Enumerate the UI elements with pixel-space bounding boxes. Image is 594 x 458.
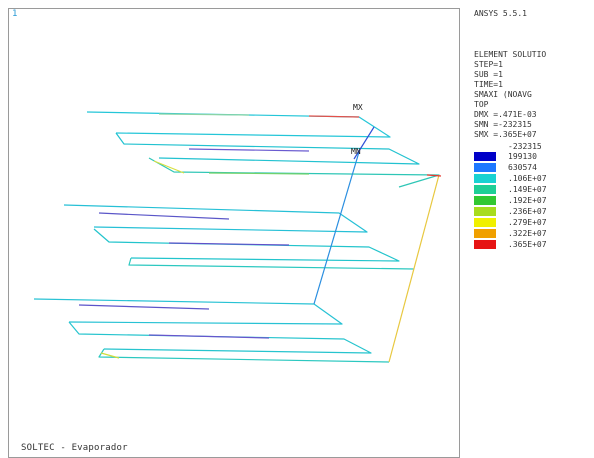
- legend-label: .106E+07: [508, 174, 547, 183]
- legend-swatch: [474, 196, 496, 205]
- legend-label: 199130: [508, 152, 537, 161]
- legend-entry: .192E+07: [474, 196, 594, 206]
- legend-label: .322E+07: [508, 229, 547, 238]
- window-number: 1: [12, 9, 18, 19]
- legend-swatch: [474, 218, 496, 227]
- mesh-tube: [128, 257, 415, 270]
- mesh-tube: [98, 212, 230, 220]
- legend-min-label: -232315: [508, 142, 542, 151]
- mesh-tube: [153, 160, 185, 174]
- mesh-tube: [168, 242, 290, 246]
- info-line: SMX =.365E+07: [474, 130, 537, 139]
- mesh-tube: [208, 172, 310, 175]
- legend-swatch: [474, 207, 496, 216]
- legend-label: .279E+07: [508, 218, 547, 227]
- legend-swatch: [474, 163, 496, 172]
- legend-label: 630574: [508, 163, 537, 172]
- min-node-label: MN: [351, 147, 361, 156]
- mesh-tube: [188, 148, 310, 152]
- legend-swatch: [474, 174, 496, 183]
- mesh-tube: [33, 298, 343, 325]
- info-panel: ANSYS 5.5.1 ELEMENT SOLUTIO STEP=1 SUB =…: [472, 0, 594, 457]
- info-line: TOP: [474, 100, 489, 109]
- evaporator-mesh-plot: MX MN: [33, 103, 442, 363]
- legend-entry: .236E+07: [474, 207, 594, 217]
- legend-entry: .279E+07: [474, 218, 594, 228]
- legend-swatch: [474, 229, 496, 238]
- legend-label: .149E+07: [508, 185, 547, 194]
- mesh-tube: [63, 204, 368, 233]
- legend-entry: .149E+07: [474, 185, 594, 195]
- graphics-viewport[interactable]: 1: [8, 8, 460, 458]
- mesh-tube: [148, 157, 440, 188]
- mesh-tube: [100, 352, 120, 359]
- mesh-tube: [308, 115, 360, 118]
- legend-entry: .322E+07: [474, 229, 594, 239]
- info-line: SMAXI (NOAVG: [474, 90, 532, 99]
- info-line: DMX =.471E-03: [474, 110, 537, 119]
- plot-caption: SOLTEC - Evaporador: [21, 443, 128, 453]
- mesh-tube: [86, 111, 391, 138]
- legend-swatch: [474, 185, 496, 194]
- mesh-connector: [313, 151, 360, 305]
- info-line: ELEMENT SOLUTIO: [474, 50, 547, 59]
- info-line: SMN =-232315: [474, 120, 532, 129]
- program-version: ANSYS 5.5.1: [474, 9, 527, 18]
- mesh-tube: [158, 113, 250, 116]
- info-line: SUB =1: [474, 70, 503, 79]
- mesh-connector: [353, 126, 375, 160]
- mesh-tube: [93, 228, 400, 262]
- mesh-tube: [68, 321, 372, 354]
- mesh-tube: [115, 132, 420, 165]
- mesh-connector: [388, 174, 440, 363]
- mesh-connector: [426, 174, 442, 177]
- legend-swatch: [474, 152, 496, 161]
- legend-label: .365E+07: [508, 240, 547, 249]
- legend-label: .236E+07: [508, 207, 547, 216]
- max-node-label: MX: [353, 103, 363, 112]
- mesh-tube: [148, 334, 270, 339]
- legend-entry: 630574: [474, 163, 594, 173]
- legend-label: .192E+07: [508, 196, 547, 205]
- legend-entry: .365E+07: [474, 240, 594, 250]
- mesh-tube: [78, 304, 210, 310]
- legend-swatch: [474, 240, 496, 249]
- legend-entry: .106E+07: [474, 174, 594, 184]
- info-line: TIME=1: [474, 80, 503, 89]
- mesh-tube: [98, 348, 390, 363]
- legend-entry: 199130: [474, 152, 594, 162]
- info-line: STEP=1: [474, 60, 503, 69]
